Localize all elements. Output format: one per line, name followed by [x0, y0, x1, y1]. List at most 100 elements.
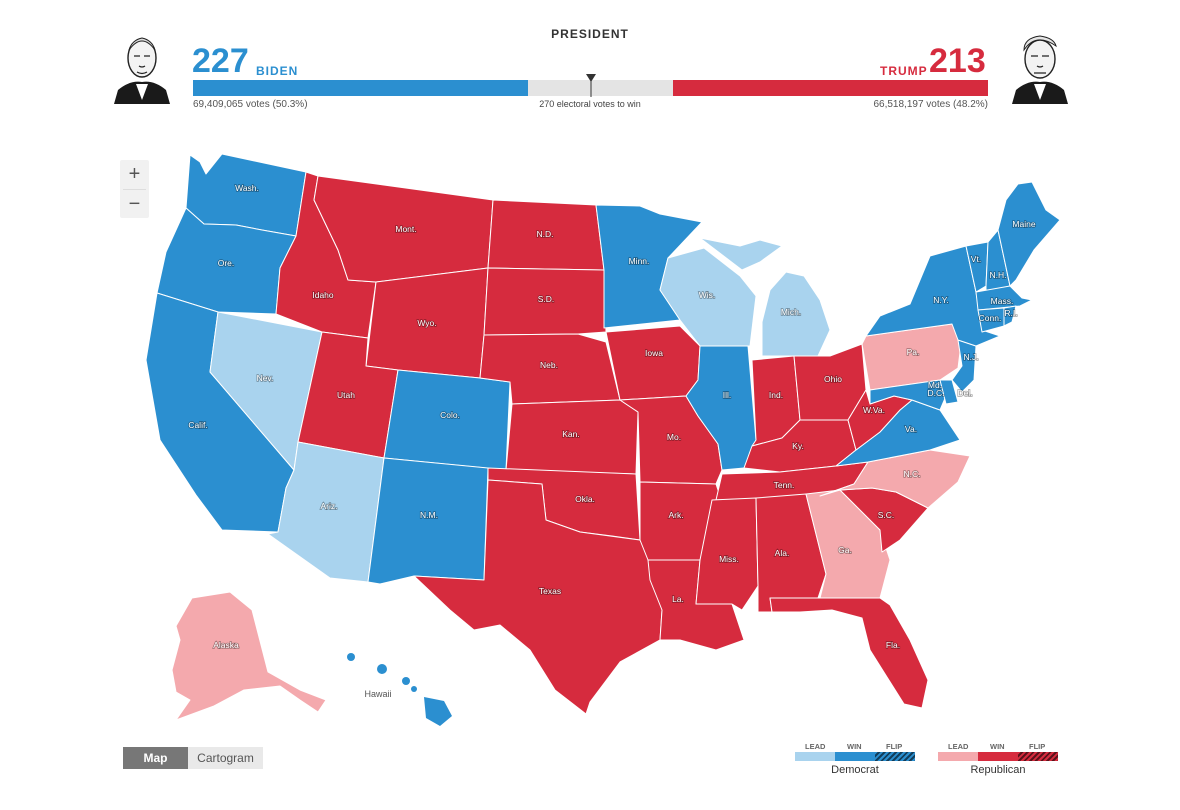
zoom-out-button[interactable]: −	[128, 193, 141, 215]
state-label-wa: Wash.	[235, 183, 259, 193]
biden-portrait	[114, 37, 170, 104]
trump-electoral-votes: 213	[929, 42, 986, 80]
state-label-ak: Alaska	[213, 640, 239, 650]
state-label-ms: Miss.	[719, 554, 739, 564]
state-nc[interactable]	[819, 449, 971, 509]
state-label-ca: Calif.	[188, 420, 207, 430]
state-ks[interactable]	[505, 399, 639, 475]
legend-rep-win-swatch	[978, 752, 1018, 761]
state-label-wy: Wyo.	[417, 318, 436, 328]
trump-bar	[673, 80, 988, 96]
state-label-sc: S.C.	[878, 510, 895, 520]
state-label-dc: D.C.	[928, 388, 945, 398]
state-label-wi: Wis.	[699, 290, 716, 300]
legend-republican-label: Republican	[970, 764, 1026, 776]
biden-name: BIDEN	[256, 64, 299, 78]
legend-dem-lead-swatch	[795, 752, 835, 761]
state-label-in: Ind.	[769, 390, 783, 400]
state-ak[interactable]	[171, 591, 327, 721]
state-label-ok: Okla.	[575, 494, 595, 504]
state-label-oh: Ohio	[824, 374, 842, 384]
state-label-la: La.	[672, 594, 684, 604]
state-label-fl: Fla.	[886, 640, 900, 650]
state-label-nc: N.C.	[904, 469, 921, 479]
state-tx[interactable]	[413, 479, 663, 715]
state-label-al: Ala.	[775, 548, 790, 558]
state-label-tn: Tenn.	[774, 480, 795, 490]
state-label-ny: N.Y.	[933, 295, 948, 305]
state-label-ne: Neb.	[540, 360, 558, 370]
state-label-nh: N.H.	[990, 270, 1007, 280]
biden-bar	[193, 80, 529, 96]
legend-rep-lead-label: LEAD	[948, 742, 969, 751]
threshold-note: 270 electoral votes to win	[539, 99, 641, 109]
biden-popular-votes: 69,409,065 votes (50.3%)	[193, 99, 308, 110]
state-label-ut: Utah	[337, 390, 355, 400]
state-label-mn: Minn.	[629, 256, 650, 266]
state-de[interactable]	[939, 379, 959, 405]
state-label-md: Md.	[928, 380, 942, 390]
state-il[interactable]	[685, 345, 757, 471]
legend-dem-lead-label: LEAD	[805, 742, 826, 751]
legend-dem-flip-label: FLIP	[886, 742, 903, 751]
state-label-me: Maine	[1012, 219, 1035, 229]
state-label-mt: Mont.	[395, 224, 416, 234]
biden-electoral-votes: 227	[192, 42, 249, 80]
threshold-marker-icon	[586, 74, 596, 97]
state-label-nv: Nev.	[257, 373, 274, 383]
state-label-mo: Mo.	[667, 432, 681, 442]
cartogram-view-button[interactable]: Cartogram	[188, 747, 263, 769]
state-nm[interactable]	[367, 457, 489, 585]
state-ri[interactable]	[1003, 305, 1017, 327]
state-sd[interactable]	[483, 267, 607, 336]
zoom-controls: + −	[120, 160, 149, 218]
state-label-ri: R.I.	[1004, 308, 1017, 318]
state-label-co: Colo.	[440, 410, 460, 420]
state-label-id: Idaho	[312, 290, 334, 300]
trump-popular-votes: 66,518,197 votes (48.2%)	[873, 99, 988, 110]
state-label-ga: Ga.	[838, 545, 852, 555]
legend-dem-flip-swatch	[875, 752, 915, 761]
state-label-nj: N.J.	[963, 352, 978, 362]
legend-dem-win-label: WIN	[847, 742, 862, 751]
state-label-mi: Mich.	[781, 307, 801, 317]
state-label-hi: Hawaii	[364, 689, 391, 699]
state-co[interactable]	[383, 369, 511, 471]
zoom-divider	[123, 189, 146, 190]
state-label-pa: Pa.	[907, 347, 920, 357]
state-label-az: Ariz.	[321, 501, 338, 511]
state-label-ma: Mass.	[991, 296, 1014, 306]
legend-dem-win-swatch	[835, 752, 875, 761]
state-label-va: Va.	[905, 424, 917, 434]
state-label-nm: N.M.	[420, 510, 438, 520]
state-label-ar: Ark.	[668, 510, 683, 520]
legend-rep-lead-swatch	[938, 752, 978, 761]
state-label-ky: Ky.	[792, 441, 804, 451]
legend-rep-flip-label: FLIP	[1029, 742, 1046, 751]
legend-democrat-label: Democrat	[831, 764, 879, 776]
state-label-de: Del.	[957, 388, 972, 398]
state-label-tx: Texas	[539, 586, 561, 596]
map-view-button[interactable]: Map	[123, 747, 188, 769]
state-fl[interactable]	[769, 597, 929, 709]
state-label-vt: Vt.	[971, 254, 981, 264]
state-label-or: Ore.	[218, 258, 235, 268]
state-wi[interactable]	[659, 247, 757, 347]
zoom-in-button[interactable]: +	[128, 163, 141, 185]
state-me[interactable]	[997, 181, 1061, 287]
legend-rep-win-label: WIN	[990, 742, 1005, 751]
state-ia[interactable]	[605, 325, 701, 401]
state-hi[interactable]	[347, 653, 452, 726]
state-label-ks: Kan.	[562, 429, 580, 439]
state-label-ct: Conn.	[979, 313, 1002, 323]
state-label-nd: N.D.	[537, 229, 554, 239]
state-mi[interactable]	[699, 237, 831, 357]
state-label-sd: S.D.	[538, 294, 555, 304]
trump-name: TRUMP	[880, 64, 928, 78]
state-label-ia: Iowa	[645, 348, 663, 358]
trump-portrait	[1012, 35, 1068, 104]
state-label-wv: W.Va.	[863, 405, 885, 415]
legend-rep-flip-swatch	[1018, 752, 1058, 761]
race-title: PRESIDENT	[551, 27, 629, 41]
